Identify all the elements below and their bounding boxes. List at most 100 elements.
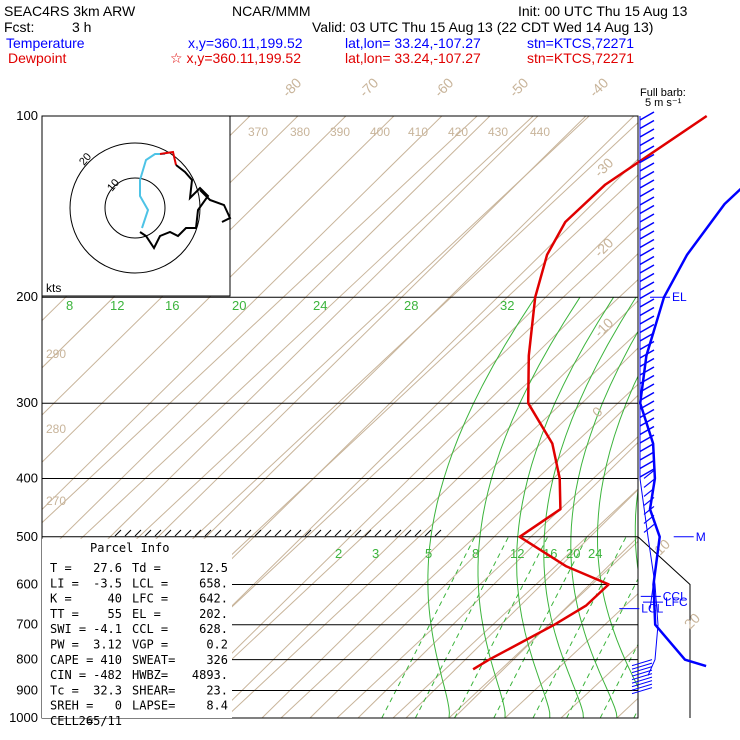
wind-barb bbox=[639, 374, 655, 385]
hatch-mark bbox=[234, 529, 242, 537]
dewpoint-profile bbox=[472, 114, 708, 671]
hatch-mark bbox=[354, 529, 362, 537]
isotherm-label: -60 bbox=[431, 74, 457, 100]
parcel-info-value: CCL = bbox=[132, 622, 168, 636]
mixing-ratio-label: 3 bbox=[372, 546, 379, 561]
wind-barb bbox=[639, 238, 655, 249]
hatch-mark bbox=[114, 529, 122, 537]
wind-barb bbox=[631, 680, 653, 688]
parcel-info-value: LCL = bbox=[132, 576, 168, 590]
dry-adiabat-line bbox=[405, 489, 638, 718]
hatch-mark bbox=[274, 529, 282, 537]
wind-barb bbox=[639, 357, 655, 368]
parcel-info-value: T = bbox=[50, 561, 72, 575]
mixing-ratio-label: 2 bbox=[335, 546, 342, 561]
parcel-info-value: K = bbox=[50, 592, 72, 606]
isotherm-label: 0 bbox=[589, 403, 606, 420]
legend-dewpoint-stn: stn=KTCS,72271 bbox=[527, 50, 634, 66]
parcel-info-title: Parcel Info bbox=[90, 541, 169, 555]
wind-barb bbox=[639, 281, 655, 291]
parcel-info-value: SREH = bbox=[50, 699, 93, 713]
wind-barb bbox=[631, 673, 653, 681]
wind-barb bbox=[631, 669, 653, 677]
wind-barb bbox=[639, 230, 655, 240]
dry-adiabat-line bbox=[42, 116, 539, 605]
hatch-mark bbox=[404, 529, 412, 537]
wind-barb bbox=[639, 255, 655, 266]
hatch-mark bbox=[384, 529, 392, 537]
wind-barb bbox=[643, 487, 655, 497]
wind-barb bbox=[639, 153, 655, 164]
hatch-mark bbox=[364, 529, 372, 537]
dry-adiabat-line bbox=[0, 108, 18, 718]
hodograph-trace-top bbox=[199, 189, 232, 223]
parcel-info-value: 8.4 bbox=[206, 699, 228, 713]
isotherm-label: 20 bbox=[681, 610, 703, 632]
parcel-info-value: 12.5 bbox=[199, 561, 228, 575]
isotherm-line bbox=[42, 116, 534, 576]
dry-adiabat-label: 440 bbox=[530, 125, 550, 139]
dry-adiabat-label: 410 bbox=[408, 125, 428, 139]
wind-barb bbox=[639, 306, 655, 317]
wind-barb bbox=[639, 400, 655, 410]
parcel-info-value: EL = bbox=[132, 607, 161, 621]
legend-temperature-latlon: lat,lon= 33.24,-107.27 bbox=[345, 35, 481, 51]
isotherm-line bbox=[392, 488, 638, 718]
barb-panel-border bbox=[637, 478, 691, 718]
parcel-info-panel: Parcel Info T = 27.6 Td = 12.5 LI = -3.5 LCL = 6… bbox=[42, 538, 232, 728]
moist-adiabat-label: 20 bbox=[232, 298, 246, 313]
parcel-info-value: TT = bbox=[50, 607, 79, 621]
dry-adiabat-label: 270 bbox=[46, 494, 66, 508]
hatch-mark bbox=[164, 529, 172, 537]
wind-barb bbox=[639, 196, 655, 206]
org-title: NCAR/MMM bbox=[232, 3, 311, 19]
barb-staff bbox=[639, 478, 659, 676]
dry-adiabat-line bbox=[213, 300, 638, 718]
legend-dewpoint-latlon: lat,lon= 33.24,-107.27 bbox=[345, 50, 481, 66]
wind-barb bbox=[639, 136, 655, 147]
dry-adiabat-line bbox=[165, 252, 638, 718]
parcel-info-value: 265/11 bbox=[79, 714, 122, 728]
wind-barb bbox=[631, 676, 653, 684]
dry-adiabat-line bbox=[357, 441, 638, 718]
isotherm-label: -80 bbox=[279, 74, 305, 100]
pressure-tick-label: 100 bbox=[16, 108, 38, 123]
isotherm-line bbox=[168, 278, 638, 718]
mixing-ratio-line bbox=[493, 536, 588, 718]
wind-barb bbox=[639, 315, 655, 325]
hatch-mark bbox=[254, 529, 262, 537]
dry-adiabat-label: 280 bbox=[46, 422, 66, 436]
dry-adiabat-line bbox=[42, 116, 395, 463]
mixing-ratio-line bbox=[414, 536, 509, 718]
parcel-info-value: SHEAR= bbox=[132, 683, 175, 697]
moist-adiabat-label: 16 bbox=[165, 298, 179, 313]
wind-barb bbox=[631, 666, 653, 674]
dry-adiabat-line bbox=[261, 347, 638, 718]
isotherm-label: -70 bbox=[356, 74, 382, 100]
hatch-mark bbox=[144, 529, 152, 537]
hatch-mark bbox=[414, 529, 422, 537]
wind-barb bbox=[639, 179, 655, 189]
hatch-mark bbox=[244, 529, 252, 537]
parcel-info-value: Td = bbox=[132, 561, 161, 575]
wind-barb bbox=[639, 162, 655, 172]
dry-adiabat-label: 290 bbox=[46, 347, 66, 361]
parcel-info-value: SWI = bbox=[50, 622, 86, 636]
parcel-info-value: LI = bbox=[50, 576, 79, 590]
valid-time: Valid: 03 UTC Thu 15 Aug 13 (22 CDT Wed … bbox=[312, 19, 653, 35]
fcst-value: 3 h bbox=[72, 19, 91, 35]
parcel-info-value: -4.1 bbox=[93, 622, 122, 636]
parcel-info-value: CELL = bbox=[50, 714, 93, 728]
parcel-info-value: 326 bbox=[206, 653, 228, 667]
hatch-mark bbox=[394, 529, 402, 537]
wind-barb bbox=[631, 659, 653, 667]
hatch-mark bbox=[134, 529, 142, 537]
hodograph-trace-upper bbox=[139, 164, 210, 250]
moist-adiabat-label: 28 bbox=[404, 298, 418, 313]
wind-barb bbox=[639, 391, 655, 402]
legend-temperature-label: Temperature bbox=[6, 35, 85, 51]
wind-barb bbox=[643, 496, 655, 506]
hatch-mark bbox=[224, 529, 232, 537]
wind-barb bbox=[639, 417, 655, 427]
wind-barb bbox=[643, 478, 655, 488]
